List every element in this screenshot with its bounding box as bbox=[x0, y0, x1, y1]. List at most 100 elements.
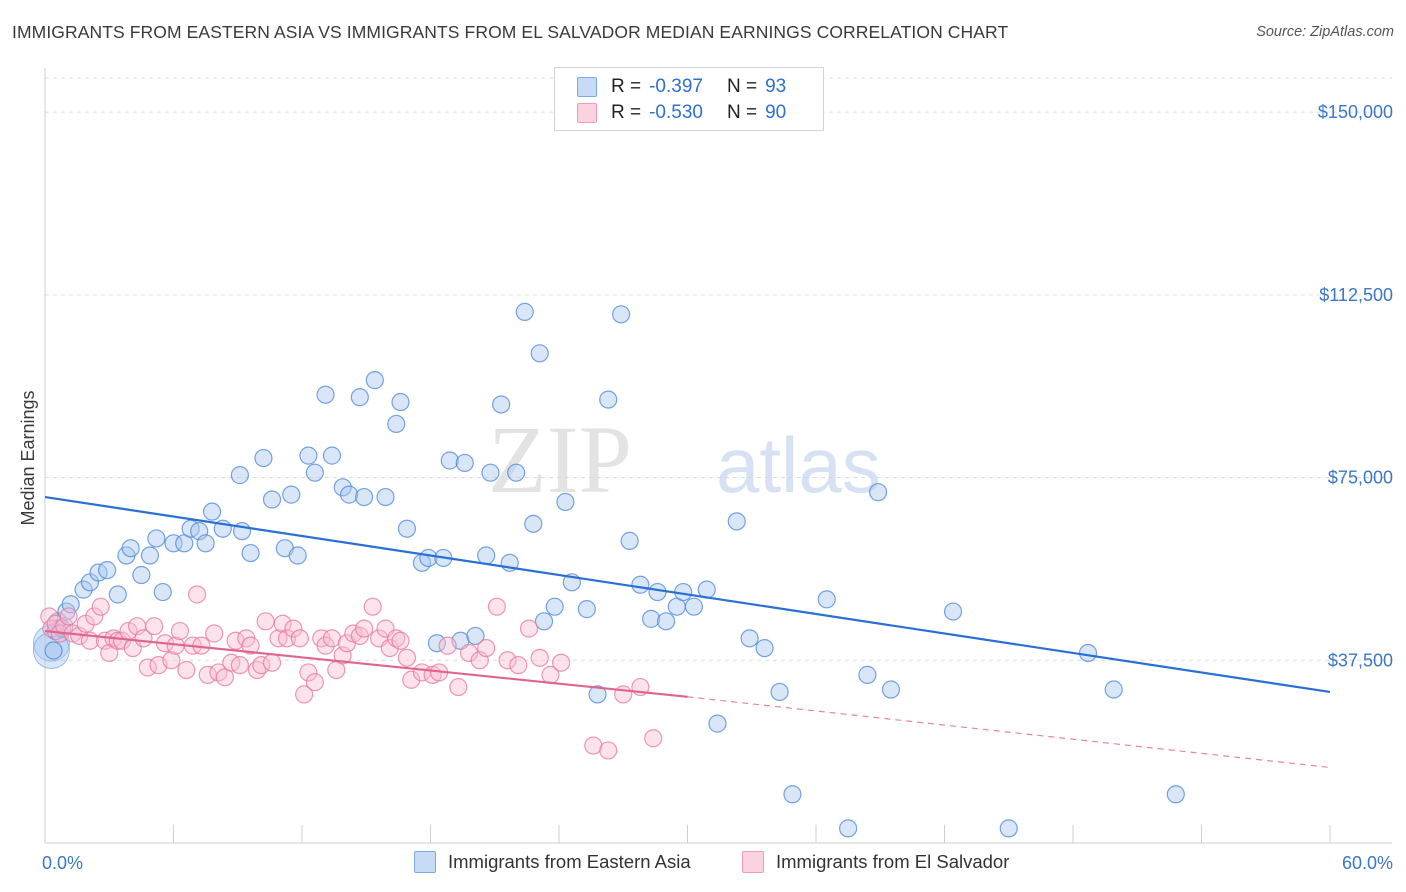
data-point bbox=[552, 653, 571, 672]
data-point bbox=[230, 656, 249, 675]
data-point bbox=[333, 478, 352, 497]
data-point bbox=[466, 626, 485, 646]
data-point bbox=[391, 392, 410, 412]
data-point bbox=[256, 612, 275, 631]
x-tick-label: 0.0% bbox=[42, 853, 83, 873]
data-point bbox=[556, 492, 575, 512]
data-point bbox=[121, 539, 140, 558]
data-point bbox=[252, 656, 271, 675]
data-point bbox=[316, 385, 335, 404]
y-tick-label: $112,500 bbox=[1319, 285, 1393, 305]
correlation-legend: R = -0.397 N = 93 R = -0.530 N = 90 bbox=[554, 67, 824, 131]
data-point bbox=[656, 612, 676, 631]
data-point bbox=[295, 685, 314, 704]
legend-swatch-el-salvador bbox=[577, 103, 597, 123]
series-el-salvador bbox=[40, 585, 663, 760]
data-point bbox=[288, 546, 307, 565]
data-point bbox=[644, 729, 663, 748]
trend-lines bbox=[44, 495, 1331, 769]
series-swatch-el-salvador bbox=[742, 851, 764, 873]
source-credit: Source: ZipAtlas.com bbox=[1256, 24, 1394, 40]
data-point bbox=[397, 519, 417, 538]
data-point bbox=[755, 638, 774, 658]
series-legend: Immigrants from Eastern Asia Immigrants … bbox=[0, 851, 1406, 879]
data-point bbox=[205, 624, 224, 643]
x-tick-label: 60.0% bbox=[1342, 853, 1393, 873]
data-point bbox=[170, 621, 190, 641]
data-point bbox=[648, 582, 667, 602]
data-point bbox=[241, 636, 260, 655]
data-point bbox=[507, 463, 526, 482]
data-point bbox=[599, 741, 618, 760]
data-point bbox=[1078, 643, 1098, 663]
data-point bbox=[534, 612, 554, 631]
data-point bbox=[230, 466, 249, 485]
data-point bbox=[515, 302, 534, 321]
data-point bbox=[770, 682, 789, 702]
data-point bbox=[599, 390, 618, 409]
data-point bbox=[459, 643, 479, 663]
data-point bbox=[164, 534, 183, 553]
data-point bbox=[584, 736, 603, 755]
y-tick-label: $37,500 bbox=[1328, 650, 1393, 670]
series-legend-el-salvador[interactable]: Immigrants from El Salvador bbox=[742, 851, 1009, 873]
data-point bbox=[59, 607, 78, 626]
data-point bbox=[132, 565, 151, 585]
trend-line-el-salvador-extension bbox=[687, 696, 1331, 769]
data-point bbox=[177, 660, 196, 680]
data-point bbox=[427, 634, 447, 653]
data-point bbox=[91, 597, 110, 616]
data-point bbox=[438, 636, 457, 655]
data-point bbox=[620, 531, 639, 550]
data-point bbox=[492, 395, 511, 414]
legend-r-label: R = bbox=[611, 102, 642, 123]
data-point bbox=[277, 629, 297, 648]
data-point bbox=[196, 534, 215, 553]
data-point bbox=[187, 585, 207, 604]
data-point bbox=[545, 597, 564, 616]
data-point bbox=[108, 585, 127, 604]
legend-n-label: N = bbox=[726, 102, 758, 123]
data-point bbox=[376, 487, 395, 507]
grid-lines bbox=[45, 77, 1392, 661]
legend-r-value: -0.397 bbox=[649, 76, 703, 97]
series-legend-eastern-asia[interactable]: Immigrants from Eastern Asia bbox=[414, 851, 691, 873]
data-point bbox=[316, 636, 335, 655]
chart-title: IMMIGRANTS FROM EASTERN ASIA VS IMMIGRAN… bbox=[12, 22, 1009, 42]
data-point bbox=[380, 638, 399, 658]
data-point bbox=[355, 487, 374, 507]
y-tick-label: $75,000 bbox=[1328, 468, 1393, 488]
data-point bbox=[487, 597, 506, 616]
data-point bbox=[74, 580, 93, 599]
y-axis-label: Median Earnings bbox=[18, 390, 38, 525]
data-point bbox=[350, 388, 369, 407]
data-point bbox=[684, 597, 704, 616]
data-point bbox=[1166, 785, 1185, 804]
data-point bbox=[241, 543, 260, 563]
series-swatch-eastern-asia bbox=[414, 851, 436, 873]
data-point bbox=[299, 446, 318, 465]
data-point bbox=[299, 663, 318, 682]
data-point bbox=[727, 512, 746, 531]
data-point bbox=[631, 575, 650, 594]
watermark: ZIP atlas bbox=[488, 406, 881, 513]
data-point bbox=[577, 600, 596, 619]
data-point bbox=[391, 631, 410, 650]
data-point bbox=[524, 514, 543, 533]
data-point bbox=[162, 651, 181, 670]
data-point bbox=[440, 451, 459, 470]
series-label-el-salvador: Immigrants from El Salvador bbox=[776, 851, 1010, 872]
data-point bbox=[449, 677, 468, 697]
axes bbox=[44, 68, 1392, 844]
legend-n-label: N = bbox=[726, 76, 758, 97]
data-point bbox=[147, 529, 166, 548]
data-point bbox=[355, 619, 374, 638]
data-point bbox=[740, 629, 759, 648]
data-point bbox=[363, 597, 382, 616]
data-point bbox=[145, 617, 164, 636]
legend-row-el-salvador: R = -0.530 N = 90 bbox=[577, 101, 786, 125]
data-point bbox=[530, 344, 549, 363]
data-point bbox=[262, 653, 282, 672]
data-point bbox=[641, 609, 661, 628]
